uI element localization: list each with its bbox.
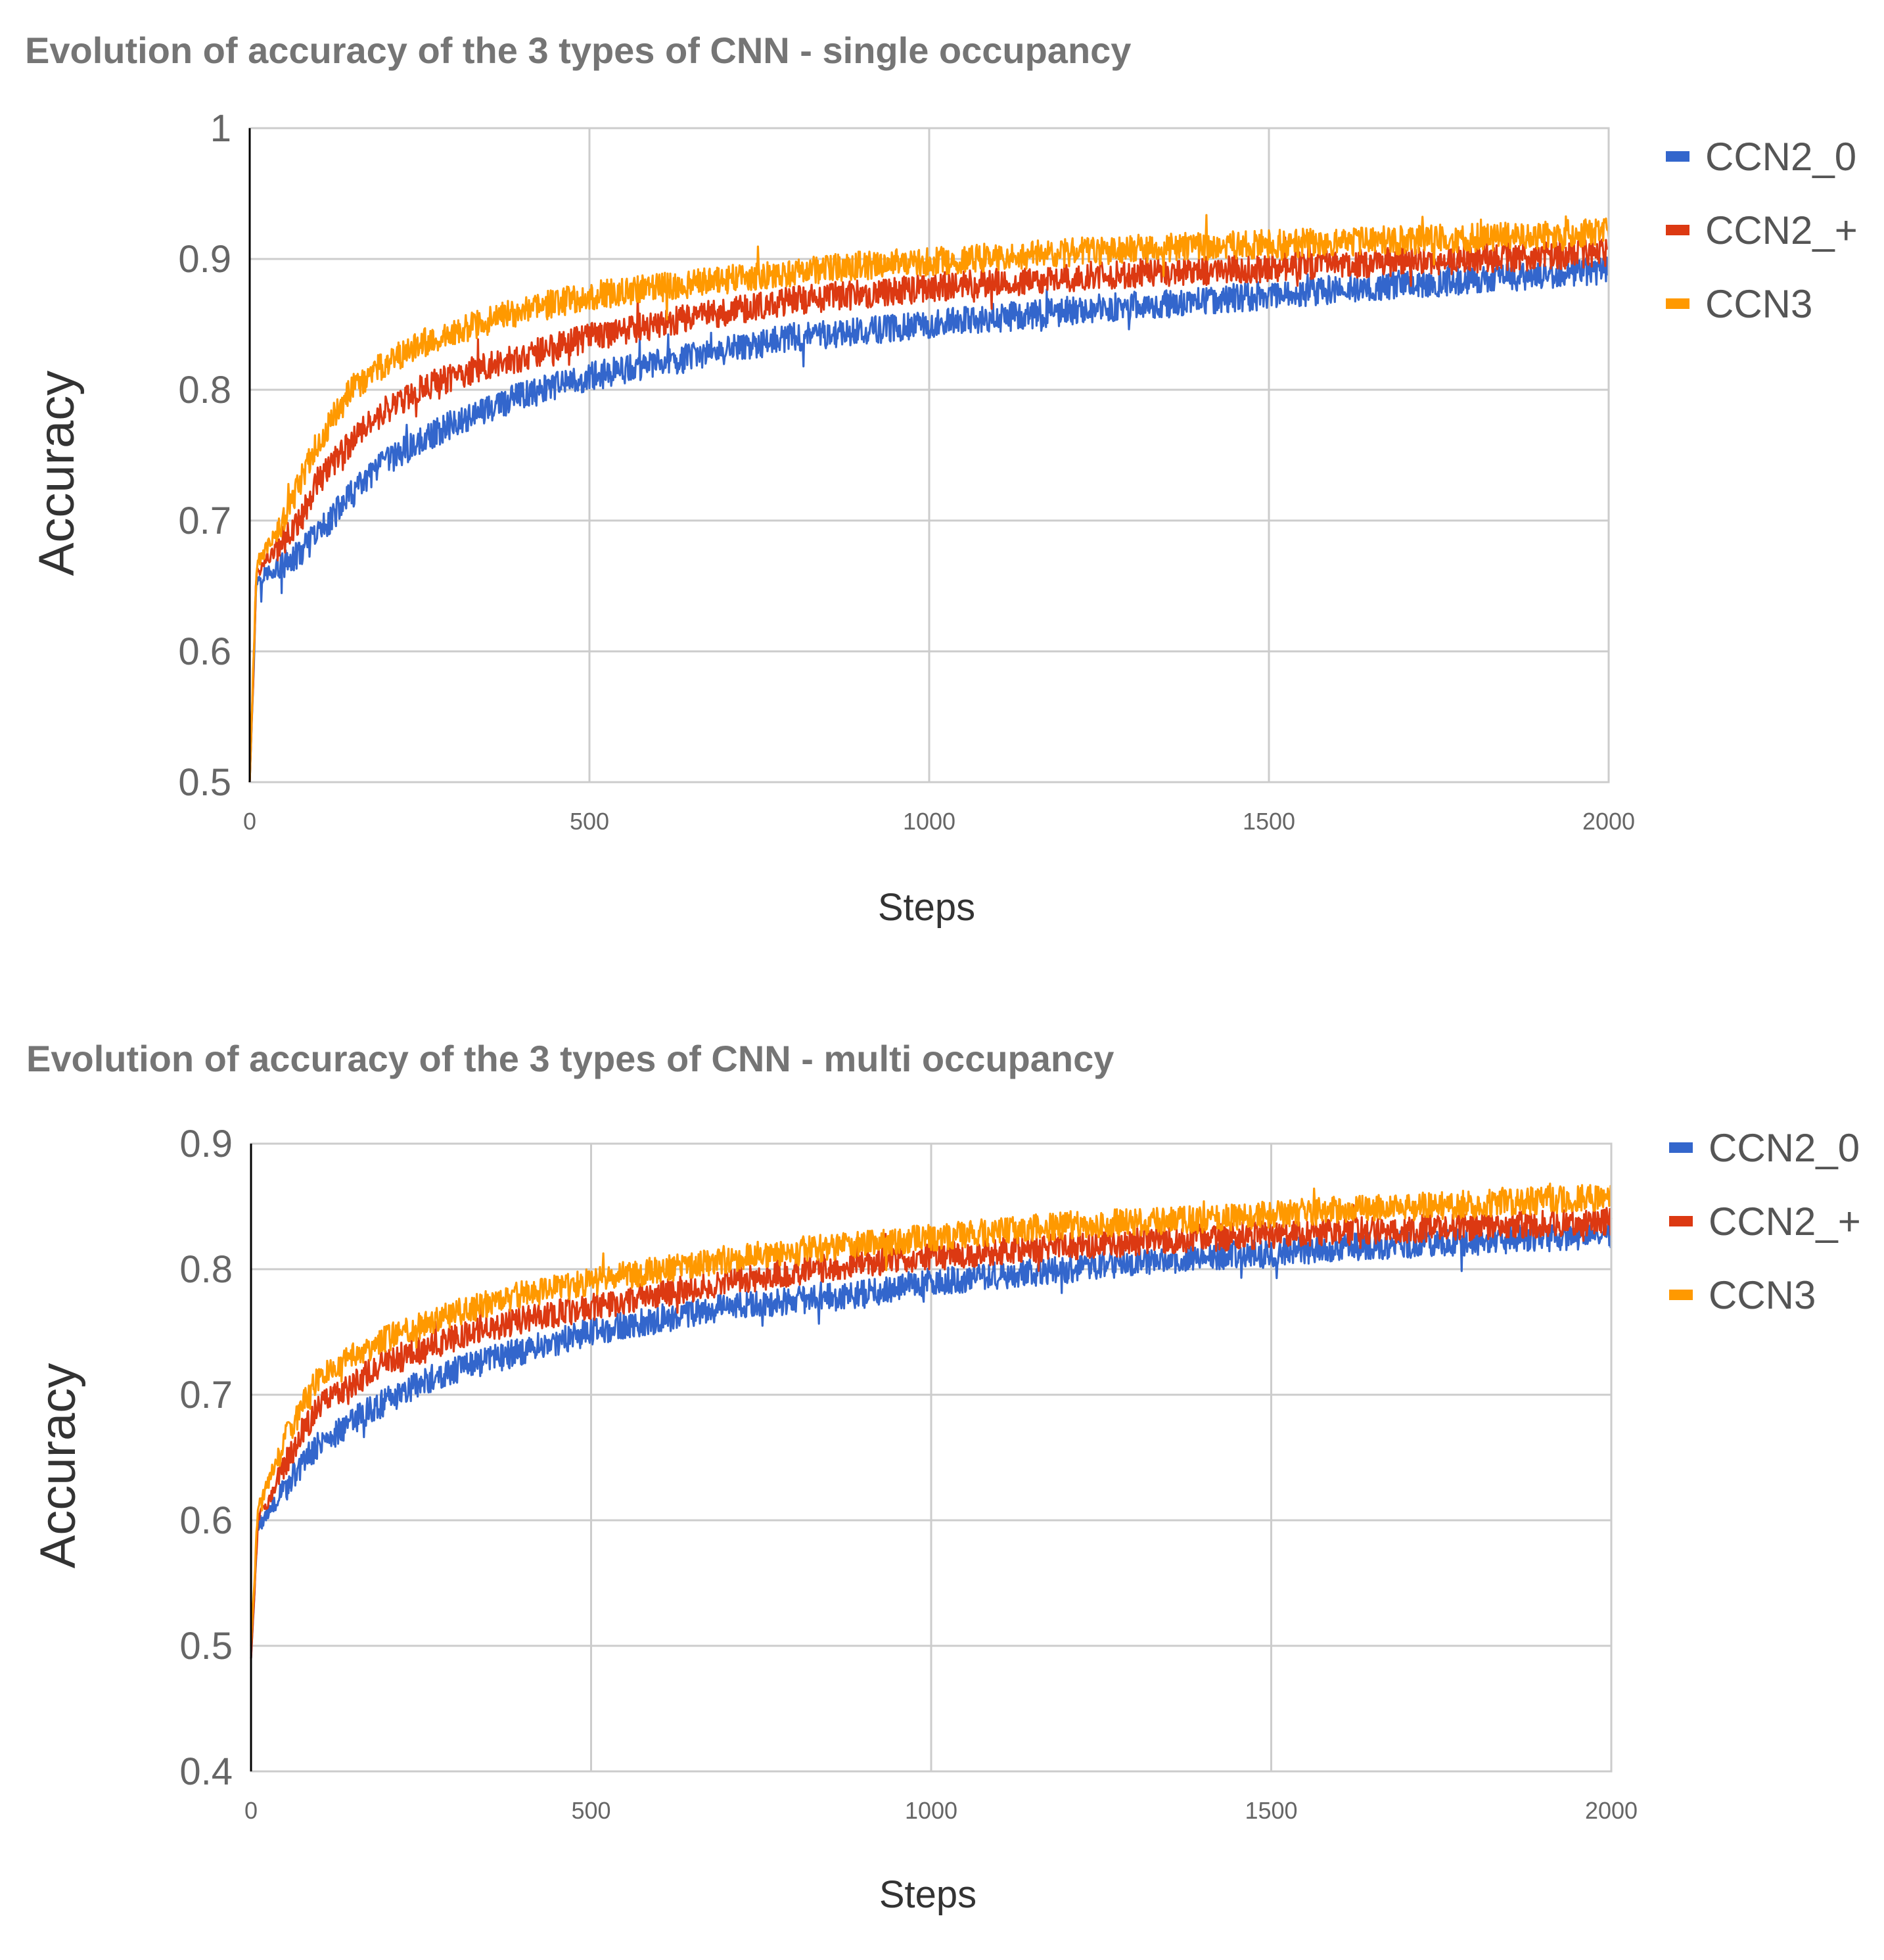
- series-line-ccn2-0: [250, 1220, 1613, 1659]
- legend-swatch: [1669, 1142, 1693, 1153]
- legend-label: CCN2_0: [1705, 135, 1856, 179]
- legend-swatch: [1666, 225, 1689, 235]
- y-tick-label: 0.5: [178, 761, 231, 804]
- y-tick-labels: 0.4 0.5 0.6 0.7 0.8 0.9: [179, 1123, 233, 1793]
- x-tick-label: 0: [243, 808, 256, 835]
- y-tick-label: 0.9: [178, 238, 231, 281]
- x-tick-label: 500: [571, 1797, 610, 1824]
- series-line-ccn3: [248, 214, 1610, 783]
- y-tick-label: 0.8: [178, 369, 231, 411]
- y-tick-label: 0.4: [179, 1750, 233, 1793]
- x-axis-title: Steps: [878, 886, 975, 929]
- y-axis-title: Accuracy: [29, 371, 85, 576]
- gridlines: [248, 127, 1610, 783]
- y-tick-label: 0.7: [178, 500, 231, 542]
- y-tick-label: 0.8: [179, 1248, 233, 1291]
- y-tick-labels: 0.5 0.6 0.7 0.8 0.9 1: [178, 107, 231, 804]
- series-line-ccn2-: [248, 236, 1610, 783]
- legend-label: CCN2_+: [1709, 1200, 1861, 1244]
- legend-label: CCN2_0: [1709, 1126, 1860, 1170]
- legend: CCN2_0 CCN2_+ CCN3: [1669, 1126, 1861, 1317]
- axes: [248, 127, 1610, 783]
- x-tick-label: 1000: [905, 1797, 957, 1824]
- x-tick-label: 1000: [903, 808, 955, 835]
- y-tick-label: 0.6: [178, 630, 231, 673]
- y-tick-label: 0.5: [179, 1625, 233, 1668]
- x-tick-labels: 0 500 1000 1500 2000: [244, 1797, 1638, 1824]
- y-tick-label: 0.6: [179, 1499, 233, 1542]
- series-line-ccn2-: [250, 1203, 1613, 1659]
- x-tick-label: 500: [570, 808, 609, 835]
- axes: [250, 1142, 1613, 1773]
- y-tick-label: 0.9: [179, 1123, 233, 1165]
- legend-label: CCN3: [1709, 1273, 1816, 1317]
- x-tick-label: 2000: [1585, 1797, 1638, 1824]
- chart-multi-occupancy: Evolution of accuracy of the 3 types of …: [26, 1038, 1861, 1916]
- y-tick-label: 0.7: [179, 1374, 233, 1416]
- legend-swatch: [1666, 298, 1689, 309]
- series-lines: [250, 1182, 1613, 1659]
- y-tick-label: 1: [210, 107, 231, 150]
- x-tick-label: 0: [244, 1797, 258, 1824]
- legend-label: CCN2_+: [1705, 208, 1858, 252]
- x-tick-labels: 0 500 1000 1500 2000: [243, 808, 1635, 835]
- legend-label: CCN3: [1705, 282, 1812, 326]
- x-axis-title: Steps: [879, 1873, 976, 1916]
- chart-title: Evolution of accuracy of the 3 types of …: [26, 1038, 1114, 1079]
- x-tick-label: 2000: [1582, 808, 1635, 835]
- x-tick-label: 1500: [1243, 808, 1295, 835]
- series-line-ccn2-0: [248, 255, 1610, 783]
- y-axis-title: Accuracy: [30, 1363, 86, 1569]
- legend: CCN2_0 CCN2_+ CCN3: [1666, 135, 1858, 326]
- legend-swatch: [1669, 1290, 1693, 1300]
- chart-title: Evolution of accuracy of the 3 types of …: [25, 30, 1131, 71]
- chart-single-occupancy: Evolution of accuracy of the 3 types of …: [25, 30, 1858, 929]
- series-lines: [248, 214, 1610, 783]
- x-tick-label: 1500: [1245, 1797, 1297, 1824]
- legend-swatch: [1669, 1216, 1693, 1226]
- series-line-ccn3: [250, 1182, 1613, 1646]
- legend-swatch: [1666, 151, 1689, 162]
